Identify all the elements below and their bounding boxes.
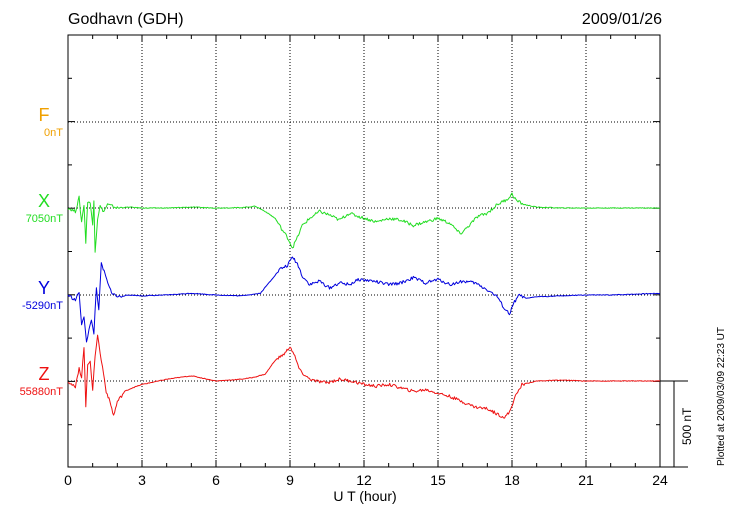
component-baseline: 55880nT	[19, 386, 63, 398]
x-axis-ticks	[67, 35, 688, 468]
x-tick-label: 21	[578, 472, 594, 488]
series-lines	[67, 192, 661, 419]
series-line-y	[67, 256, 661, 343]
date-title: 2009/01/26	[581, 11, 662, 28]
component-letter: F	[38, 105, 50, 125]
x-tick-label: 3	[138, 472, 146, 488]
component-baseline: -5290nT	[22, 300, 63, 312]
component-letter: Y	[37, 278, 50, 298]
x-tick-label: 24	[652, 472, 668, 488]
x-tick-label: 9	[286, 472, 294, 488]
x-tick-label: 15	[430, 472, 446, 488]
x-tick-label: 18	[504, 472, 520, 488]
component-baseline: 7050nT	[25, 213, 63, 225]
series-line-z	[67, 334, 661, 419]
x-tick-label: 0	[64, 472, 72, 488]
plotted-timestamp: Plotted at 2009/03/09 22:23 UT	[716, 327, 727, 466]
scale-bar-label: 500 nT	[680, 407, 694, 445]
component-baseline: 0nT	[44, 127, 63, 139]
station-title: Godhavn (GDH)	[68, 11, 184, 28]
component-letter: Z	[38, 364, 50, 384]
x-tick-label: 12	[356, 472, 372, 488]
x-tick-label: 6	[212, 472, 220, 488]
x-axis-label: U T (hour)	[333, 488, 397, 504]
series-line-x	[67, 192, 660, 253]
grid-lines	[68, 35, 660, 467]
component-letter: X	[37, 191, 50, 211]
